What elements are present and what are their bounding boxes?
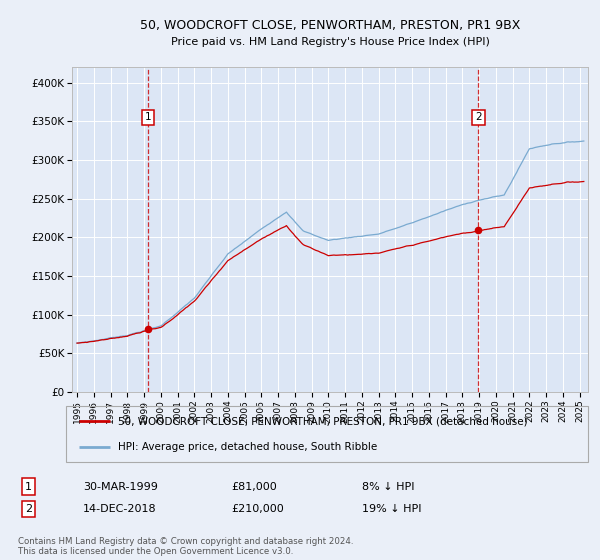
Text: Contains HM Land Registry data © Crown copyright and database right 2024.
This d: Contains HM Land Registry data © Crown c… bbox=[18, 536, 353, 556]
Text: 50, WOODCROFT CLOSE, PENWORTHAM, PRESTON, PR1 9BX: 50, WOODCROFT CLOSE, PENWORTHAM, PRESTON… bbox=[140, 18, 520, 32]
Text: 1: 1 bbox=[25, 482, 32, 492]
Text: HPI: Average price, detached house, South Ribble: HPI: Average price, detached house, Sout… bbox=[118, 442, 377, 452]
Text: 1: 1 bbox=[145, 113, 151, 123]
Text: 14-DEC-2018: 14-DEC-2018 bbox=[83, 504, 157, 514]
Text: 30-MAR-1999: 30-MAR-1999 bbox=[83, 482, 158, 492]
Text: 2: 2 bbox=[25, 504, 32, 514]
Text: 2: 2 bbox=[475, 113, 482, 123]
Text: Price paid vs. HM Land Registry's House Price Index (HPI): Price paid vs. HM Land Registry's House … bbox=[170, 37, 490, 47]
Text: 8% ↓ HPI: 8% ↓ HPI bbox=[362, 482, 415, 492]
Text: 50, WOODCROFT CLOSE, PENWORTHAM, PRESTON, PR1 9BX (detached house): 50, WOODCROFT CLOSE, PENWORTHAM, PRESTON… bbox=[118, 416, 528, 426]
Text: 19% ↓ HPI: 19% ↓ HPI bbox=[362, 504, 422, 514]
Text: £210,000: £210,000 bbox=[232, 504, 284, 514]
Text: £81,000: £81,000 bbox=[232, 482, 277, 492]
